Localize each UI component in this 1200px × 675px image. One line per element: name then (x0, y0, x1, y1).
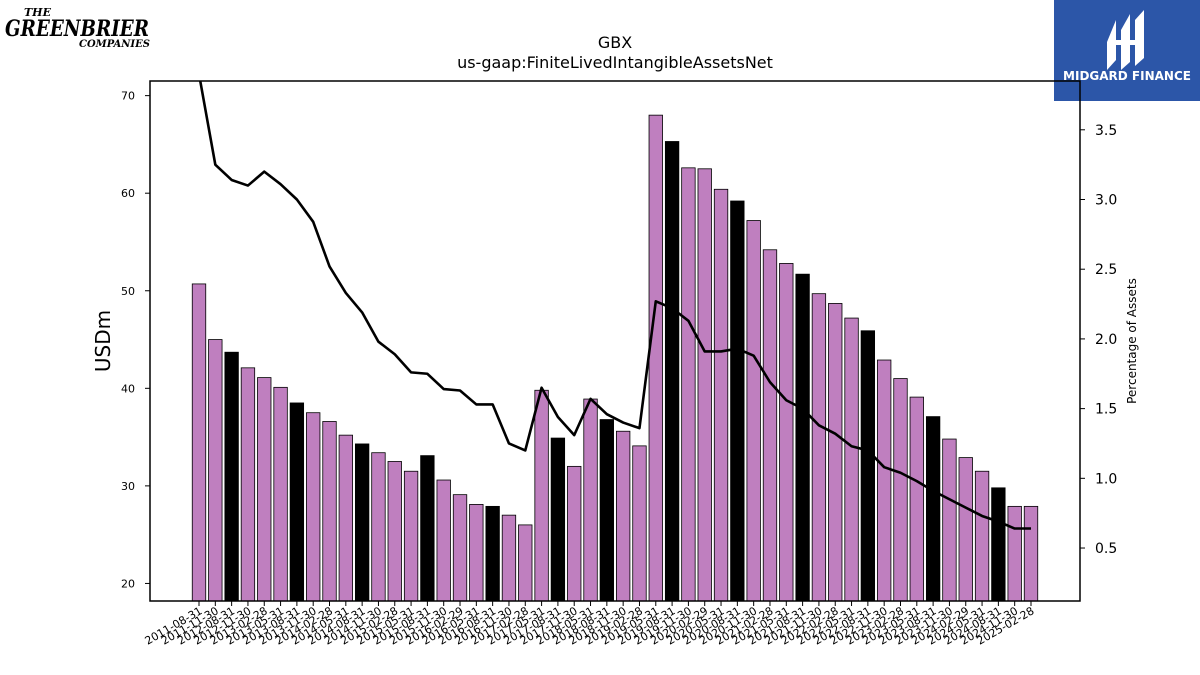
bar-2015-02-28 (387, 461, 402, 602)
bar-2024-11-30 (1007, 505, 1022, 602)
y-tick-label: 50 (121, 285, 135, 298)
bar-2016-02-29 (452, 494, 468, 602)
y-tick-label: 70 (121, 90, 135, 103)
bar-2022-05-31 (844, 317, 859, 602)
y2-tick-label: 1.5 (1095, 402, 1117, 418)
bar-2012-08-31 (224, 351, 239, 602)
bar-2025-02-28 (1023, 505, 1039, 602)
bar-2020-02-29 (697, 168, 712, 602)
x-axis: 2011-08-312011-11-302012-08-312012-11-30… (143, 601, 1037, 648)
bar-2018-08-31 (599, 419, 614, 602)
midgard-finance-logo: MIDGARD FINANCE (1054, 0, 1200, 101)
bar-2019-02-28 (632, 445, 647, 602)
bar-2020-08-31 (730, 200, 745, 602)
logo-line-2: GREENBRIER (5, 16, 149, 42)
percentage-line-group (198, 81, 1031, 530)
bar-2013-11-30 (306, 412, 321, 602)
y-tick-label: 40 (121, 382, 135, 395)
y2-axis-label: Percentage of Assets (1125, 278, 1139, 404)
bar-2015-08-31 (420, 455, 435, 602)
bar-2022-08-31 (860, 330, 876, 602)
bar-2016-08-31 (485, 505, 500, 602)
y2-tick-label: 1.0 (1095, 471, 1117, 487)
midgard-emblem-icon (1107, 10, 1144, 70)
bar-2021-08-31 (795, 273, 810, 602)
bar-2015-11-30 (436, 479, 451, 602)
bar-2013-08-31 (289, 402, 305, 602)
y2-tick-label: 2.0 (1095, 332, 1117, 348)
bar-2014-05-31 (338, 434, 353, 602)
y-axis-left: 20 30 40 50 60 70 (121, 90, 150, 590)
bar-2016-05-31 (469, 504, 484, 602)
bar-2021-05-31 (779, 263, 794, 602)
bar-2023-11-30 (942, 438, 957, 602)
y2-tick-label: 2.5 (1095, 262, 1117, 278)
bar-2013-05-31 (273, 386, 288, 602)
y2-tick-label: 0.5 (1095, 541, 1117, 557)
y2-tick-label: 3.0 (1095, 192, 1117, 208)
bar-2024-08-31 (991, 487, 1006, 602)
logo-line-3: COMPANIES (79, 39, 150, 50)
bar-2018-11-30 (616, 430, 631, 602)
chart-subtitle: us-gaap:FiniteLivedIntangibleAssetsNet (457, 53, 773, 72)
midgard-finance-text: MIDGARD FINANCE (1063, 69, 1191, 83)
bar-2019-11-30 (681, 167, 696, 602)
logo-line-1: THE (24, 6, 52, 19)
y-tick-label: 30 (121, 480, 135, 493)
y2-tick-label: 3.5 (1095, 123, 1117, 139)
y-tick-label: 20 (121, 577, 135, 590)
y-axis-right: 0.5 1.0 1.5 2.0 2.5 3.0 3.5 (1080, 123, 1117, 557)
bar-2011-11-30 (208, 339, 223, 602)
bar-2017-02-28 (518, 524, 533, 602)
bar-2017-05-31 (534, 389, 549, 602)
y-tick-label: 60 (121, 187, 135, 200)
plot-frame (149, 80, 1081, 602)
bar-2022-11-30 (877, 359, 892, 602)
y-axis-label: USDm (91, 310, 115, 372)
greenbrier-logo: THE GREENBRIER COMPANIES (4, 4, 152, 52)
bar-2017-11-30 (567, 465, 582, 602)
bar-2022-02-28 (828, 303, 843, 602)
bar-2013-02-28 (257, 377, 272, 602)
bar-2020-11-30 (746, 220, 761, 602)
bar-2019-08-31 (664, 141, 680, 602)
bar-2023-08-31 (925, 416, 941, 602)
bar-2017-08-31 (550, 437, 566, 602)
bars-group (191, 114, 1039, 602)
bar-2014-11-30 (371, 452, 386, 602)
bar-2020-05-31 (713, 188, 729, 602)
bar-2018-05-31 (583, 398, 598, 602)
bar-2021-11-30 (811, 293, 827, 602)
bar-2016-11-30 (501, 514, 517, 602)
bar-2023-02-28 (893, 378, 908, 602)
bar-2024-02-29 (958, 457, 973, 602)
bar-2019-05-31 (648, 114, 663, 602)
bar-2015-05-31 (403, 470, 419, 602)
bar-2023-05-31 (909, 396, 924, 602)
bar-2012-11-30 (240, 367, 256, 602)
bar-2024-05-31 (974, 470, 990, 602)
bar-2014-08-31 (354, 443, 370, 602)
bar-2021-02-28 (762, 249, 778, 602)
bar-2014-02-28 (322, 421, 337, 602)
percentage-of-assets-line (198, 81, 1031, 530)
chart-title: GBX (597, 33, 633, 52)
bar-2011-08-31 (191, 283, 207, 602)
